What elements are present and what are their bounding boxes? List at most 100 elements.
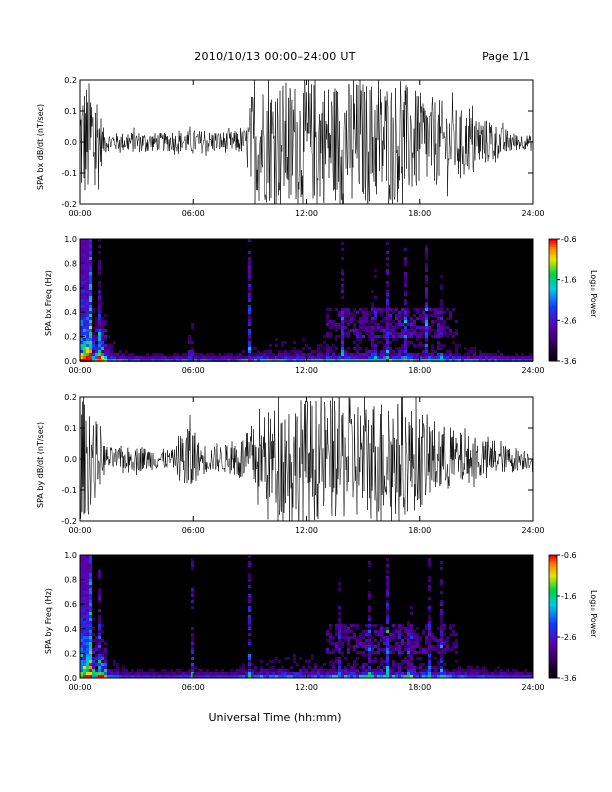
spectrogram-cell xyxy=(386,672,389,675)
spectrogram-cell xyxy=(398,669,401,672)
spectrogram-cell xyxy=(335,347,338,350)
spectrogram-cell xyxy=(425,278,428,281)
spectrogram-cell xyxy=(353,660,356,663)
spectrogram-cell xyxy=(347,648,350,651)
spectrogram-cell xyxy=(329,675,332,678)
spectrogram-cell xyxy=(437,335,440,338)
spectrogram-cell xyxy=(515,353,518,356)
x-tick-label: 06:00 xyxy=(182,683,205,692)
spectrogram-cell xyxy=(311,675,314,678)
spectrogram-cell xyxy=(410,332,413,335)
spectrogram-cell xyxy=(83,642,86,645)
spectrogram-cell xyxy=(98,576,101,579)
spectrogram-cell xyxy=(374,269,377,272)
spectrogram-cell xyxy=(455,675,458,678)
spectrogram-cell xyxy=(407,311,410,314)
spectrogram-cell xyxy=(332,326,335,329)
spectrogram-cell xyxy=(473,675,476,678)
colorbar-band xyxy=(549,356,557,360)
spectrogram-cell xyxy=(131,672,134,675)
spectrogram-cell xyxy=(80,239,83,242)
spectrogram-cell xyxy=(455,356,458,359)
colorbar-band xyxy=(549,641,557,644)
spectrogram-cell xyxy=(83,287,86,290)
spectrogram-cell xyxy=(344,332,347,335)
spectrogram-cell xyxy=(422,356,425,359)
y-tick-label: 0.2 xyxy=(64,333,77,342)
spectrogram-cell xyxy=(305,669,308,672)
spectrogram-cell xyxy=(497,356,500,359)
spectrogram-cell xyxy=(254,666,257,669)
spectrogram-cell xyxy=(521,353,524,356)
spectrogram-cell xyxy=(395,332,398,335)
spectrogram-cell xyxy=(140,675,143,678)
spectrogram-cell xyxy=(350,314,353,317)
spectrogram-cell xyxy=(440,612,443,615)
spectrogram-cell xyxy=(284,341,287,344)
spectrogram-cell xyxy=(341,636,344,639)
spectrogram-cell xyxy=(86,609,89,612)
spectrogram-cell xyxy=(212,356,215,359)
spectrogram-cell xyxy=(368,654,371,657)
spectrogram-cell xyxy=(515,672,518,675)
spectrogram-cell xyxy=(440,669,443,672)
spectrogram-cell xyxy=(83,248,86,251)
spectrogram-cell xyxy=(380,335,383,338)
spectrogram-cell xyxy=(440,305,443,308)
spectrogram-cell xyxy=(404,341,407,344)
spectrogram-cell xyxy=(440,320,443,323)
spectrogram-cell xyxy=(434,335,437,338)
spectrogram-cell xyxy=(110,356,113,359)
spectrogram-cell xyxy=(179,672,182,675)
spectrogram-cell xyxy=(191,666,194,669)
spectrogram-cell xyxy=(95,353,98,356)
spectrogram-cell xyxy=(92,633,95,636)
spectrogram-cell xyxy=(140,672,143,675)
spectrogram-cell xyxy=(380,320,383,323)
spectrogram-cell xyxy=(413,633,416,636)
colorbar-band xyxy=(549,265,557,268)
spectrogram-cell xyxy=(164,672,167,675)
spectrogram-cell xyxy=(398,320,401,323)
x-tick-label: 18:00 xyxy=(408,209,431,218)
spectrogram-cell xyxy=(398,636,401,639)
spectrogram-cell xyxy=(95,654,98,657)
spectrogram-cell xyxy=(455,344,458,347)
spectrogram-cell xyxy=(161,675,164,678)
spectrogram-cell xyxy=(371,338,374,341)
spectrogram-cell xyxy=(353,669,356,672)
spectrogram-cell xyxy=(89,579,92,582)
spectrogram-cell xyxy=(86,305,89,308)
spectrogram-cell xyxy=(125,669,128,672)
spectrogram-cell xyxy=(386,576,389,579)
spectrogram-cell xyxy=(80,630,83,633)
spectrogram-cell xyxy=(89,275,92,278)
panel3-ylabel: SPA by dB/dt (nT/sec) xyxy=(36,421,45,508)
spectrogram-cell xyxy=(452,648,455,651)
spectrogram-cell xyxy=(341,272,344,275)
spectrogram-cell xyxy=(89,296,92,299)
spectrogram-cell xyxy=(356,311,359,314)
spectrogram-cell xyxy=(248,672,251,675)
colorbar-band xyxy=(549,653,557,656)
spectrogram-cell xyxy=(392,630,395,633)
spectrogram-cell xyxy=(107,344,110,347)
spectrogram-cell xyxy=(443,323,446,326)
spectrogram-cell xyxy=(500,353,503,356)
spectrogram-cell xyxy=(404,284,407,287)
spectrogram-cell xyxy=(404,356,407,359)
spectrogram-cell xyxy=(401,323,404,326)
spectrogram-cell xyxy=(428,669,431,672)
spectrogram-cell xyxy=(467,669,470,672)
spectrogram-cell xyxy=(80,332,83,335)
spectrogram-cell xyxy=(365,311,368,314)
spectrogram-cell xyxy=(98,648,101,651)
spectrogram-cell xyxy=(86,296,89,299)
spectrogram-cell xyxy=(341,642,344,645)
spectrogram-cell xyxy=(365,308,368,311)
spectrogram-cell xyxy=(374,356,377,359)
spectrogram-cell xyxy=(389,320,392,323)
spectrogram-cell xyxy=(404,338,407,341)
spectrogram-cell xyxy=(95,636,98,639)
spectrogram-cell xyxy=(287,657,290,660)
